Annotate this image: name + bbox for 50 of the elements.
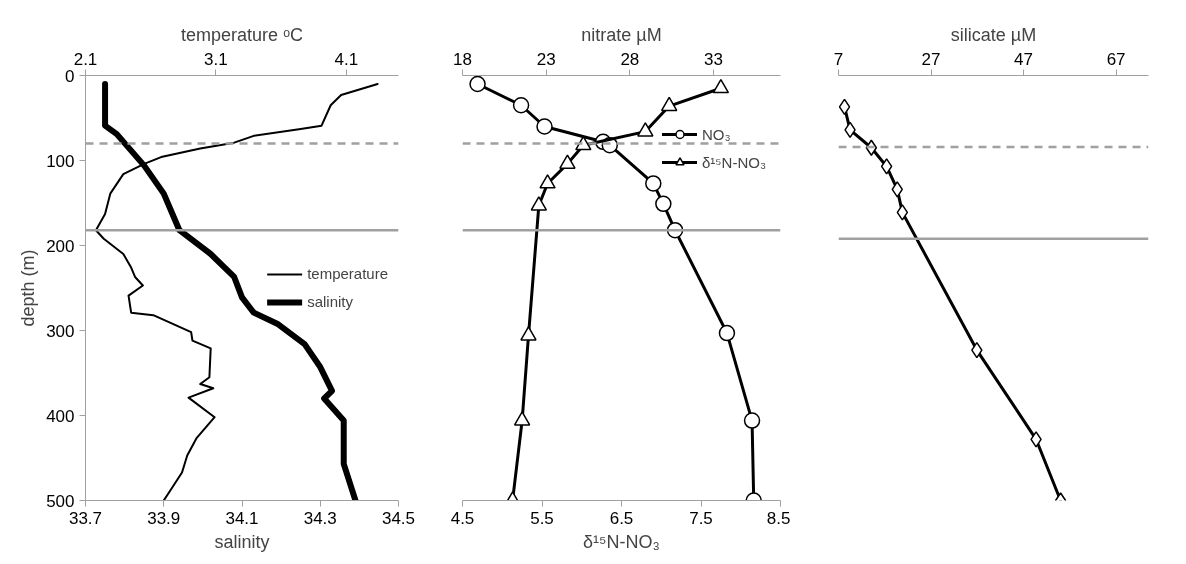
point	[513, 411, 531, 426]
x-tick-label: 5.5	[530, 508, 554, 528]
point	[896, 204, 909, 221]
legend-label: temperature	[307, 265, 388, 282]
y-tick-label: 500	[46, 491, 75, 511]
point	[838, 98, 851, 116]
x-tick-label: 47	[1014, 49, 1034, 69]
y-tick-label: 300	[46, 321, 75, 341]
y-axis-title: depth (m)	[18, 249, 39, 327]
x-axis-title: δ¹⁵N-NO₃	[583, 531, 660, 552]
x2-tick-label: 4.1	[334, 49, 359, 69]
point	[660, 96, 678, 112]
x-axis-title: salinity	[214, 531, 270, 552]
point	[530, 196, 548, 211]
x-tick-label: 8.5	[766, 508, 791, 528]
point	[712, 78, 730, 94]
x-tick-label: 33.9	[147, 508, 181, 528]
point	[520, 326, 537, 341]
y-tick-label: 200	[46, 236, 75, 256]
x-tick-label: 7	[833, 49, 844, 69]
x-tick-label: 4.5	[450, 508, 475, 528]
x2-tick-label: 2.1	[73, 49, 98, 69]
point	[891, 181, 904, 198]
x-tick-label: 34.1	[225, 508, 259, 528]
legend-label: salinity	[307, 293, 353, 310]
x2-tick-label: 28	[620, 49, 640, 69]
point	[559, 154, 576, 169]
x-tick-label: 33.7	[68, 508, 103, 528]
x-tick-label: 6.5	[609, 508, 634, 528]
y-tick-label: 100	[46, 151, 75, 171]
y-tick-label: 400	[46, 406, 75, 426]
legend-label: δ¹⁵N-NO₃	[702, 153, 766, 171]
legend-label: NO₃	[702, 125, 731, 143]
x-tick-label: 67	[1106, 49, 1126, 69]
x2-axis-title: temperature ᵒC	[181, 24, 303, 45]
x2-tick-label: 33	[704, 49, 724, 69]
x-axis-title: silicate µM	[950, 24, 1037, 45]
y-tick-label: 0	[65, 66, 75, 86]
point	[637, 122, 654, 137]
point	[880, 158, 893, 175]
point	[539, 174, 556, 189]
x2-axis-title: nitrate µM	[581, 24, 662, 45]
x-tick-label: 34.5	[381, 508, 416, 528]
x-tick-label: 34.3	[303, 508, 337, 528]
point	[1030, 431, 1042, 448]
x2-tick-label: 3.1	[204, 49, 228, 69]
x2-tick-label: 18	[453, 49, 472, 69]
x-tick-label: 7.5	[689, 508, 713, 528]
x2-tick-label: 23	[536, 49, 556, 69]
x-tick-label: 27	[921, 49, 941, 69]
